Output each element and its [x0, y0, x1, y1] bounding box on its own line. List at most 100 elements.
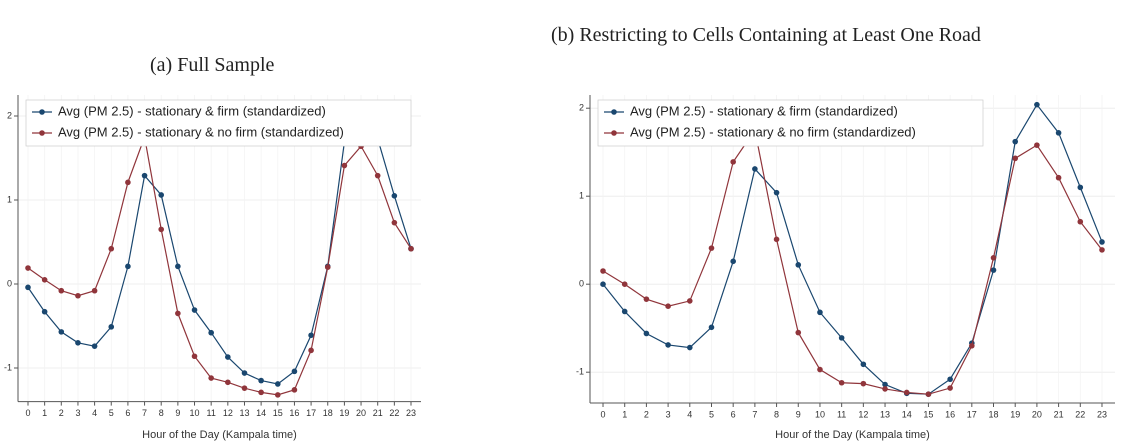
x-tick-label: 1 — [42, 408, 47, 418]
y-tick-label: -1 — [576, 367, 584, 377]
x-tick-label: 20 — [356, 408, 366, 418]
point — [730, 258, 736, 265]
point — [391, 193, 398, 199]
point — [600, 281, 606, 288]
point — [158, 192, 165, 198]
x-tick-label: 15 — [273, 408, 283, 418]
legend-marker — [611, 109, 617, 115]
series-line — [602, 128, 1103, 395]
y-tick-label: 0 — [7, 278, 12, 288]
point — [258, 389, 264, 396]
x-tick-label: 0 — [25, 408, 30, 418]
point — [308, 332, 314, 339]
point — [175, 310, 181, 317]
point — [241, 385, 248, 391]
point — [643, 330, 650, 337]
x-tick-label: 18 — [323, 408, 333, 418]
point — [91, 343, 98, 349]
point — [665, 303, 671, 310]
x-tick-label: 5 — [709, 409, 714, 419]
point — [838, 335, 845, 341]
x-tick-label: 12 — [223, 408, 233, 418]
x-tick-label: 2 — [644, 409, 649, 419]
x-tick-label: 15 — [923, 409, 933, 419]
x-axis-label: Hour of the Day (Kampala time) — [142, 429, 297, 441]
x-tick-label: 14 — [902, 409, 912, 419]
x-tick-label: 4 — [92, 408, 97, 418]
point — [773, 189, 780, 196]
point — [882, 381, 888, 388]
legend-label: Avg (PM 2.5) - stationary & no firm (sta… — [630, 124, 916, 139]
x-tick-label: 3 — [75, 408, 80, 418]
point — [860, 380, 867, 387]
point — [291, 368, 298, 375]
point — [191, 353, 198, 360]
x-tick-label: 22 — [1075, 409, 1085, 419]
legend-marker — [39, 109, 45, 115]
x-tick-label: 9 — [175, 408, 180, 418]
point — [708, 324, 715, 331]
point — [1055, 130, 1062, 136]
point — [1055, 174, 1062, 181]
point — [947, 385, 953, 391]
point — [947, 376, 953, 383]
point — [795, 329, 802, 336]
point — [108, 245, 115, 252]
x-tick-label: 14 — [256, 408, 266, 418]
legend-label: Avg (PM 2.5) - stationary & firm (standa… — [58, 103, 326, 118]
point — [752, 166, 758, 172]
point — [108, 324, 115, 330]
point — [1012, 155, 1019, 162]
legend-marker — [611, 130, 617, 136]
x-tick-label: 18 — [989, 409, 999, 419]
series-line — [27, 134, 412, 396]
x-tick-label: 17 — [306, 408, 316, 418]
point — [175, 263, 181, 270]
x-tick-label: 6 — [731, 409, 736, 419]
point — [1099, 239, 1105, 245]
point — [925, 391, 932, 398]
point — [191, 307, 198, 313]
x-tick-label: 21 — [373, 408, 383, 418]
x-tick-label: 3 — [666, 409, 671, 419]
point — [860, 361, 867, 368]
point — [990, 267, 997, 273]
x-tick-label: 9 — [796, 409, 801, 419]
point — [903, 389, 910, 396]
x-tick-label: 10 — [815, 409, 825, 419]
point — [643, 296, 650, 302]
x-tick-label: 17 — [967, 409, 977, 419]
point — [208, 329, 214, 336]
legend-box — [25, 99, 412, 147]
point — [686, 298, 693, 304]
x-tick-label: 16 — [289, 408, 299, 418]
point — [621, 308, 628, 315]
point — [773, 236, 780, 243]
x-tick-label: 7 — [752, 409, 757, 419]
point — [686, 344, 693, 351]
point — [91, 287, 98, 294]
point — [838, 379, 845, 386]
point — [274, 381, 281, 387]
point — [208, 375, 214, 381]
point — [25, 284, 31, 291]
point — [258, 377, 264, 384]
legend-label: Avg (PM 2.5) - stationary & firm (standa… — [630, 103, 898, 118]
series-line — [602, 103, 1103, 395]
y-tick-label: 1 — [7, 194, 12, 204]
x-tick-label: 23 — [406, 408, 416, 418]
legend-box — [597, 99, 984, 147]
point — [600, 268, 606, 274]
point — [374, 172, 381, 179]
point — [158, 226, 165, 233]
point — [41, 308, 48, 315]
point — [341, 162, 348, 169]
point — [1077, 184, 1084, 191]
point — [969, 343, 975, 349]
x-tick-label: 19 — [1010, 409, 1020, 419]
point — [708, 245, 715, 251]
point — [58, 287, 65, 294]
x-tick-label: 19 — [339, 408, 349, 418]
point — [75, 292, 81, 299]
